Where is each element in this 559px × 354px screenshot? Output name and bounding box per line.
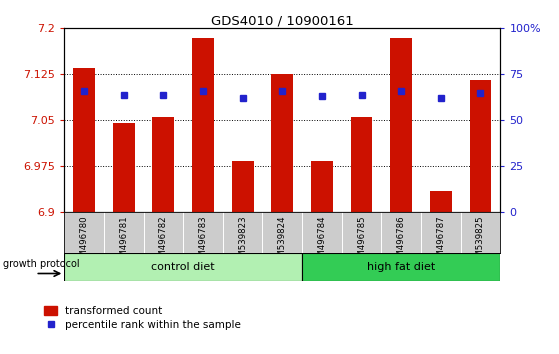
Bar: [302, 253, 500, 281]
Text: growth protocol: growth protocol: [3, 259, 80, 269]
Bar: [192, 38, 214, 212]
Bar: [64, 253, 302, 281]
Bar: [153, 117, 174, 212]
Text: GSM496780: GSM496780: [79, 216, 89, 268]
Bar: [232, 161, 254, 212]
Bar: [350, 117, 372, 212]
Text: GSM496782: GSM496782: [159, 216, 168, 268]
Bar: [430, 191, 452, 212]
Text: GSM496785: GSM496785: [357, 216, 366, 268]
Text: GSM539825: GSM539825: [476, 216, 485, 268]
Bar: [73, 68, 95, 212]
Bar: [272, 74, 293, 212]
Text: GSM496786: GSM496786: [397, 216, 406, 268]
Text: GSM496784: GSM496784: [318, 216, 326, 268]
Bar: [390, 38, 412, 212]
Title: GDS4010 / 10900161: GDS4010 / 10900161: [211, 14, 354, 27]
Text: GSM539824: GSM539824: [278, 216, 287, 268]
Bar: [113, 124, 135, 212]
Text: GSM496783: GSM496783: [198, 216, 207, 268]
Text: high fat diet: high fat diet: [367, 262, 435, 272]
Text: GSM539823: GSM539823: [238, 216, 247, 268]
Bar: [311, 161, 333, 212]
Bar: [470, 80, 491, 212]
Text: GSM496787: GSM496787: [437, 216, 446, 268]
Text: control diet: control diet: [151, 262, 215, 272]
Text: GSM496781: GSM496781: [119, 216, 128, 268]
Legend: transformed count, percentile rank within the sample: transformed count, percentile rank withi…: [44, 306, 241, 330]
